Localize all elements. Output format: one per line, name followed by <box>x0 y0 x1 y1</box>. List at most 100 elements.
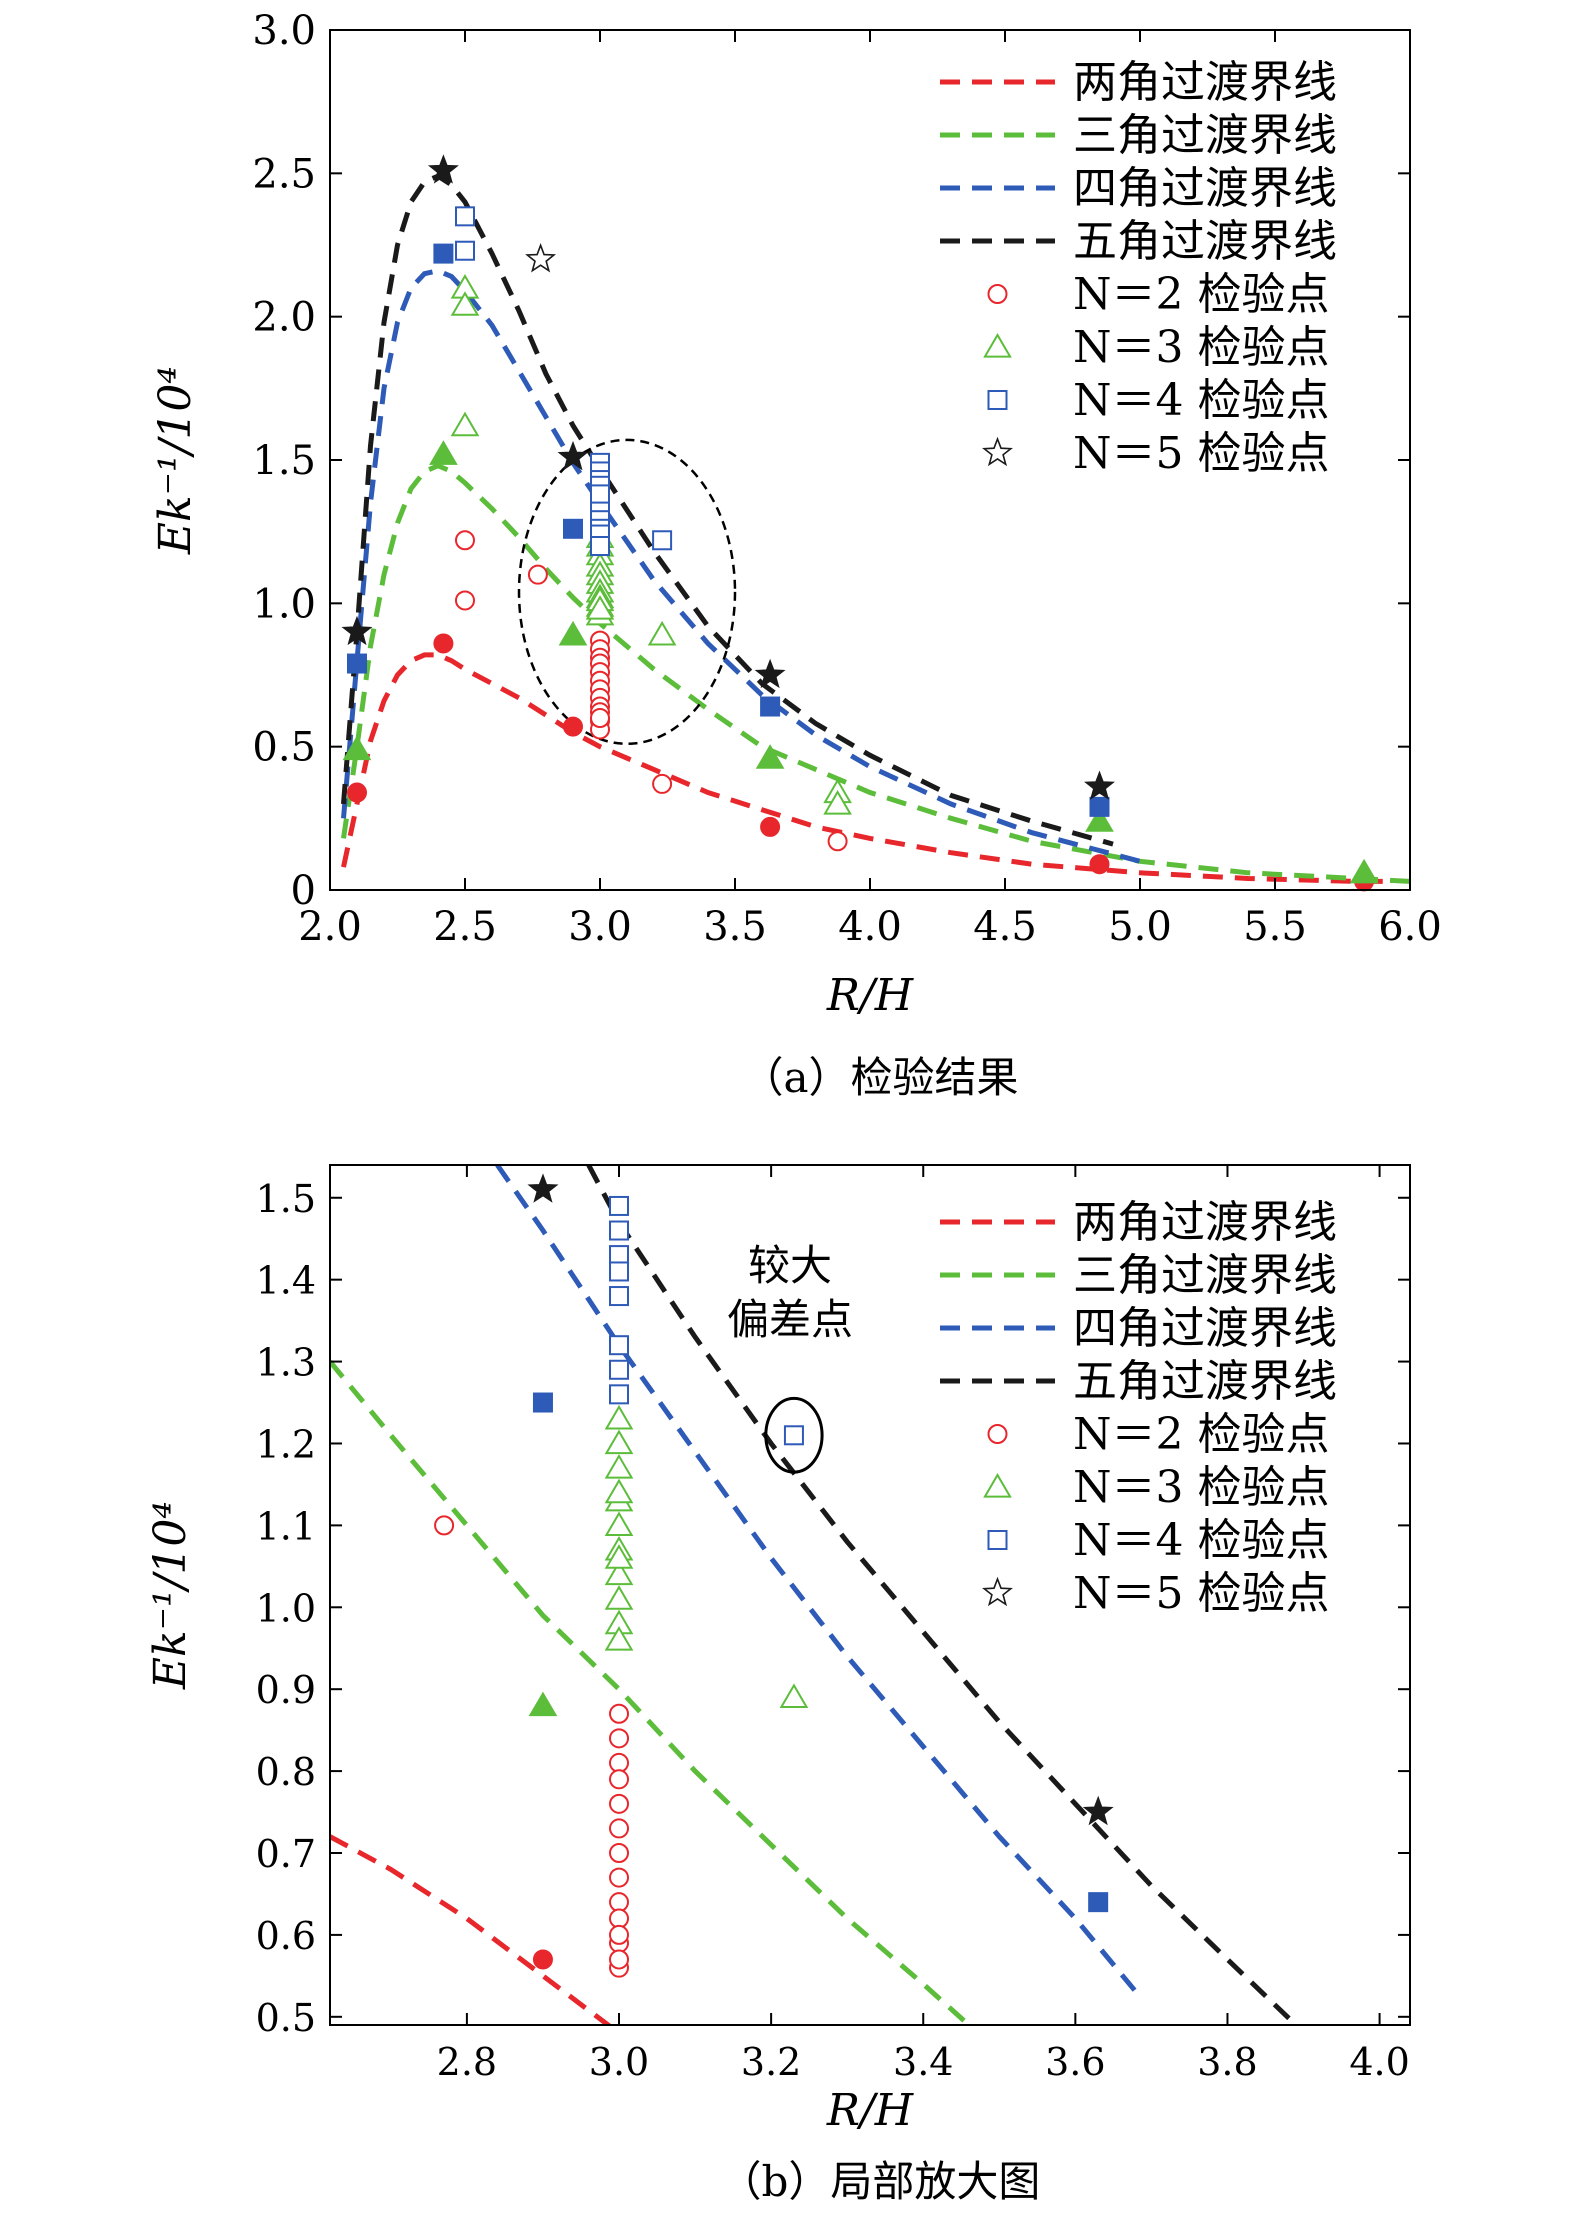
data-point-triangle <box>450 291 480 316</box>
data-point-star <box>1082 1795 1114 1826</box>
data-point-square <box>532 1392 553 1413</box>
legend-marker-swatch <box>987 284 1008 304</box>
chart-b-x-axis-label: R/H <box>826 2085 915 2136</box>
data-point-square <box>609 1335 630 1356</box>
y-tick-label: 1.5 <box>256 1177 316 1221</box>
data-point-triangle <box>528 1691 558 1717</box>
data-point-triangle <box>604 1511 634 1536</box>
data-point-star <box>754 658 786 689</box>
data-point-square <box>455 206 475 227</box>
legend-entry-label: N＝4 检验点 <box>1073 375 1329 426</box>
legend-entry-label: 两角过渡界线 <box>1073 57 1337 108</box>
data-point-square <box>609 1384 630 1405</box>
x-tick-label: 2.0 <box>298 904 362 950</box>
y-tick-label: 1.5 <box>252 438 316 484</box>
legend-marker-swatch <box>987 390 1008 410</box>
x-tick-label: 4.5 <box>973 904 1037 950</box>
data-point-circle <box>609 1703 630 1724</box>
boundary-line <box>330 1834 613 2025</box>
boundary-line <box>341 462 1410 884</box>
x-tick-label: 5.0 <box>1108 904 1172 950</box>
legend-entry-label: N＝5 检验点 <box>1073 428 1329 479</box>
y-tick-label: 2.5 <box>252 151 316 197</box>
data-point-circle <box>827 831 848 852</box>
legend-entry-label: 五角过渡界线 <box>1073 1356 1337 1407</box>
data-point-circle <box>455 530 475 551</box>
panel-b-caption: （b）局部放大图 <box>720 2157 1041 2206</box>
data-point-square <box>433 243 454 264</box>
data-point-circle <box>609 1793 630 1814</box>
data-point-square <box>347 653 367 674</box>
data-point-triangle <box>779 1683 809 1708</box>
data-point-triangle <box>604 1478 634 1504</box>
legend-marker-swatch <box>987 1530 1008 1550</box>
legend-entry-label: 三角过渡界线 <box>1073 110 1337 161</box>
data-point-triangle <box>558 620 588 646</box>
y-tick-label: 1.0 <box>256 1586 316 1630</box>
chart-b-plot-frame <box>329 1164 1411 2026</box>
data-point-triangle <box>585 595 615 620</box>
data-point-star <box>557 440 589 471</box>
boundary-line <box>341 268 1141 864</box>
data-point-circle <box>609 1867 630 1888</box>
y-tick-label: 1.3 <box>256 1341 316 1385</box>
data-point-square <box>1089 796 1110 817</box>
chart-b-highlight-ellipse <box>764 1396 824 1474</box>
data-point-triangle <box>604 1560 634 1586</box>
chart-panel-a: 2.0 2.5 3.0 3.5 4.0 4.5 5.0 5.5 6.0 0 0.5 1.0 1.5 2.0… <box>150 8 1442 1102</box>
data-point-circle <box>527 564 548 585</box>
x-tick-label: 3.8 <box>1197 2040 1257 2084</box>
data-point-circle <box>433 633 454 654</box>
data-point-triangle <box>450 411 480 437</box>
data-point-square <box>783 1425 804 1446</box>
x-tick-label: 3.0 <box>589 2040 649 2084</box>
data-point-triangle <box>1349 858 1379 884</box>
data-point-square <box>590 484 610 505</box>
legend-marker-swatch <box>982 1576 1013 1607</box>
boundary-line <box>330 1360 971 2025</box>
x-tick-label: 5.5 <box>1243 904 1307 950</box>
data-point-triangle <box>823 790 852 815</box>
data-point-square <box>609 1245 630 1266</box>
data-point-circle <box>347 782 367 803</box>
chart-b-annotation: 较大 偏差点 <box>727 1241 853 1344</box>
chart-a-axes: 2.0 2.5 3.0 3.5 4.0 4.5 5.0 5.5 6.0 0 0.5 1.0 1.5 2.0… <box>252 8 1441 950</box>
data-point-star <box>525 243 557 273</box>
data-point-triangle <box>604 1626 634 1651</box>
data-point-star <box>341 615 373 646</box>
data-point-circle <box>455 590 475 611</box>
data-point-triangle <box>604 1544 634 1569</box>
y-tick-label: 0 <box>291 868 316 914</box>
y-tick-label: 0.6 <box>256 1914 316 1958</box>
highlight-ellipse <box>517 438 737 746</box>
x-tick-label: 3.0 <box>568 904 632 950</box>
data-point-circle <box>609 1818 630 1839</box>
data-point-circle <box>563 716 583 737</box>
chart-a-highlight-ellipse <box>517 438 737 746</box>
data-point-triangle <box>755 744 785 769</box>
annotation-line-2: 偏差点 <box>727 1295 853 1344</box>
y-tick-label: 0.7 <box>256 1832 316 1876</box>
data-point-circle <box>652 773 673 794</box>
data-point-triangle <box>429 440 458 465</box>
data-point-triangle <box>604 1429 634 1455</box>
y-tick-label: 0.5 <box>256 1996 316 2040</box>
data-point-square <box>590 536 610 556</box>
data-point-circle <box>609 1949 630 1970</box>
x-tick-label: 3.4 <box>893 2040 953 2084</box>
x-tick-label: 2.5 <box>433 904 497 950</box>
legend-entry-label: 五角过渡界线 <box>1073 216 1337 267</box>
legend-entry-label: 两角过渡界线 <box>1073 1197 1337 1248</box>
data-point-triangle <box>604 1454 634 1479</box>
y-tick-label: 1.2 <box>256 1422 316 1466</box>
y-tick-label: 1.0 <box>252 581 316 627</box>
y-tick-label: 0.5 <box>252 725 316 771</box>
legend-entry-label: N＝4 检验点 <box>1073 1515 1329 1566</box>
data-point-square <box>760 696 781 717</box>
legend-entry-label: N＝3 检验点 <box>1073 1462 1329 1513</box>
data-point-square <box>609 1286 630 1307</box>
chart-b-y-axis-label: Ek⁻¹/10⁴ <box>145 1501 196 1690</box>
chart-b-points <box>434 1173 1114 1978</box>
